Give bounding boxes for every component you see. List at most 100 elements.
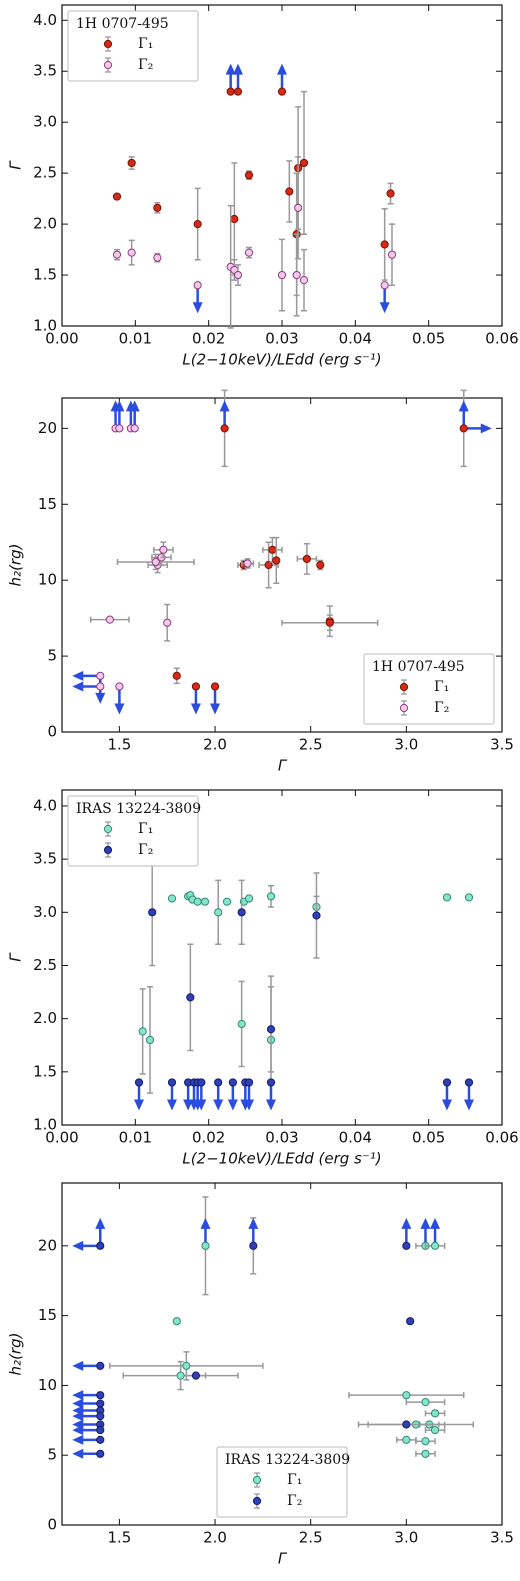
arrow-head (72, 1434, 84, 1445)
y-tick-label: 5 (47, 1446, 57, 1464)
arrow-head (72, 1448, 84, 1459)
arrow-head (277, 63, 287, 75)
data-point (115, 682, 124, 691)
arrow-head (442, 1099, 452, 1111)
arrow-head (114, 703, 125, 715)
legend-box (216, 1446, 348, 1518)
legend-label: Γ₁ (138, 36, 153, 52)
arrow-head (72, 681, 84, 692)
data-point (220, 424, 229, 433)
x-tick-label: 0.00 (45, 330, 78, 348)
legend-title: 1H 0707-495 (76, 16, 169, 32)
data-point (159, 545, 168, 554)
data-point (193, 897, 202, 906)
arrow-head (210, 703, 221, 715)
data-point (237, 908, 246, 917)
data-point (96, 1425, 105, 1435)
data-point (151, 557, 160, 567)
arrow-head (196, 1099, 207, 1111)
data-point (402, 1420, 411, 1429)
legend-marker (103, 39, 113, 49)
arrow-head (225, 63, 236, 75)
y-tick-label: 20 (38, 1236, 57, 1254)
data-point (193, 281, 202, 290)
y-tick-label: 15 (38, 495, 57, 513)
legend-marker (103, 60, 113, 70)
data-point (402, 1241, 411, 1250)
legend-marker (399, 703, 409, 713)
legend: IRAS 13224-3809 Γ₁ Γ₂ (216, 1446, 350, 1518)
legend: IRAS 13224-3809 Γ₁ Γ₂ (67, 795, 201, 867)
data-point (386, 189, 395, 198)
arrow-head (213, 1099, 224, 1111)
x-tick-label: 0.02 (192, 330, 225, 348)
y-tick-label: 0 (47, 723, 57, 741)
x-axis-label: Γ (278, 1550, 288, 1568)
data-point (214, 908, 223, 917)
arrow-head (72, 1240, 84, 1251)
y-tick-label: 4.0 (33, 11, 57, 29)
x-tick-label: 3.5 (490, 1529, 514, 1547)
data-point (228, 1078, 237, 1087)
y-axis-label: Γ (7, 160, 25, 170)
data-point (105, 615, 114, 624)
y-tick-label: 0 (47, 1516, 57, 1534)
data-point (96, 671, 105, 680)
legend-title: IRAS 13224-3809 (76, 801, 201, 817)
data-point (277, 87, 287, 96)
x-axis-label: Γ (278, 757, 288, 775)
x-tick-label: 0.06 (485, 330, 518, 348)
x-tick-label: 0.02 (192, 1129, 225, 1147)
data-point (96, 1391, 105, 1400)
x-tick-label: 0.05 (412, 1129, 445, 1147)
y-tick-label: 3.5 (33, 62, 57, 80)
data-point (197, 1078, 206, 1087)
arrow-head (200, 1217, 211, 1229)
data-point (153, 203, 162, 212)
data-point (387, 250, 397, 259)
legend-marker (399, 682, 409, 692)
data-point (96, 1241, 105, 1250)
arrow-head (227, 1099, 238, 1111)
data-point (167, 1078, 177, 1087)
arrow-head (244, 1099, 254, 1111)
y-tick-label: 2.5 (33, 956, 57, 974)
data-point (191, 1371, 201, 1380)
arrow-head (480, 423, 492, 434)
data-point (222, 897, 232, 906)
y-tick-label: 3.0 (33, 903, 57, 921)
data-point (264, 560, 273, 570)
data-point (226, 87, 235, 96)
data-point (210, 682, 220, 691)
x-tick-label: 0.04 (339, 330, 372, 348)
x-tick-label: 0.01 (119, 330, 152, 348)
data-point (464, 1078, 474, 1087)
y-tick-label: 15 (38, 1306, 57, 1324)
data-point (430, 1241, 440, 1250)
data-point (134, 1078, 144, 1087)
data-point (153, 253, 162, 262)
data-point (172, 1317, 181, 1326)
data-point (200, 897, 210, 906)
data-point (266, 1078, 276, 1087)
data-point (191, 682, 201, 691)
y-tick-label: 4.0 (33, 796, 57, 814)
data-point (402, 1391, 411, 1400)
y-tick-label: 2.5 (33, 164, 57, 182)
data-point (406, 1317, 415, 1326)
data-point (96, 1361, 105, 1370)
x-tick-label: 0.04 (339, 1129, 372, 1147)
data-point (464, 893, 474, 902)
x-tick-label: 1.5 (107, 736, 131, 754)
data-point (244, 171, 254, 180)
y-tick-label: 3.0 (33, 113, 57, 131)
arrow-head (464, 1099, 474, 1111)
arrow-head (458, 400, 469, 412)
arrow-head (420, 1217, 431, 1229)
x-tick-label: 0.01 (119, 1129, 152, 1147)
legend-title: IRAS 13224-3809 (225, 1452, 350, 1468)
y-tick-label: 1.5 (33, 266, 57, 284)
data-point (380, 240, 389, 249)
data-point (442, 1078, 452, 1087)
data-point (430, 1425, 440, 1435)
